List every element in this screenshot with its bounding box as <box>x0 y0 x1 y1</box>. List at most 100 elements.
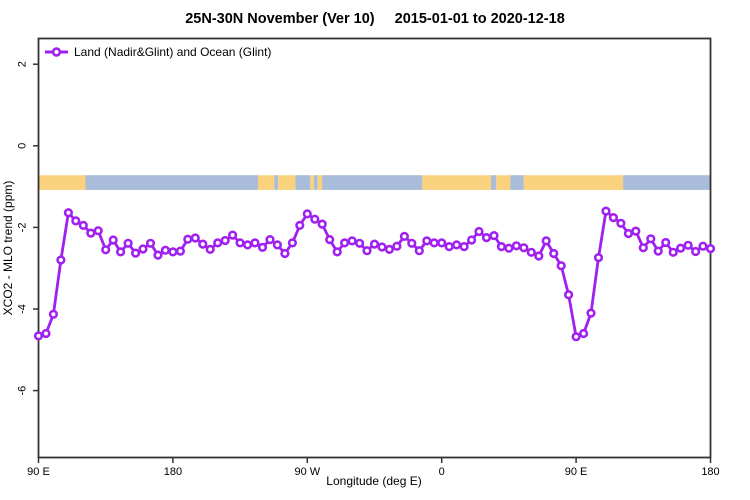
data-point-marker <box>392 241 402 251</box>
coastline-strip-land-segment <box>278 175 296 190</box>
data-point-marker <box>33 331 44 341</box>
x-tick-label: 180 <box>164 466 182 478</box>
data-point-marker <box>369 239 380 249</box>
data-point-marker <box>123 238 133 248</box>
data-point-marker <box>683 240 693 250</box>
data-point-marker <box>601 206 611 216</box>
data-point-marker <box>86 228 96 238</box>
data-point-marker <box>115 247 126 257</box>
plot-area: 90 E 180 90 W 0 90 E 180 2 0 -2 -4 -6 <box>17 37 720 478</box>
data-point-marker <box>295 220 305 230</box>
data-point-marker <box>198 239 208 249</box>
coastline-strip-ocean-segment <box>295 175 311 190</box>
coastline-strip-ocean-segment <box>510 175 524 190</box>
data-point-marker <box>228 230 238 240</box>
chart-title-dates: 2015-01-01 to 2020-12-18 <box>395 11 565 27</box>
data-point-marker <box>41 328 51 339</box>
data-point-marker <box>496 242 507 252</box>
coastline-strip-ocean-segment <box>623 175 711 190</box>
data-point-marker <box>519 243 529 253</box>
data-point-marker <box>668 247 678 257</box>
data-point-marker <box>534 251 544 261</box>
data-point-marker <box>56 255 66 265</box>
data-point-marker <box>563 290 574 300</box>
data-point-marker <box>623 228 634 239</box>
data-point-marker <box>160 245 170 255</box>
data-point-marker <box>578 328 589 339</box>
data-point-marker <box>302 209 312 219</box>
data-point-marker <box>138 244 148 254</box>
data-point-marker <box>481 233 492 243</box>
data-point-marker <box>631 226 641 236</box>
data-point-marker <box>489 231 499 241</box>
data-point-marker <box>317 219 327 229</box>
data-point-marker <box>467 235 477 245</box>
data-point-marker <box>422 236 432 246</box>
coastline-strip-land-segment <box>496 175 511 190</box>
data-point-marker <box>377 242 387 252</box>
data-point-marker <box>571 332 581 342</box>
x-tick-label: 90 W <box>294 466 320 478</box>
data-point-marker <box>243 240 253 250</box>
data-point-marker <box>220 235 230 246</box>
data-point-marker <box>78 220 88 230</box>
data-point-marker <box>616 218 626 228</box>
data-point-marker <box>235 238 245 248</box>
data-point-marker <box>272 240 283 250</box>
chart-title: 25N-30N November (Ver 10) 2015-01-01 to … <box>185 11 565 27</box>
data-point-marker <box>153 250 163 260</box>
data-point-marker <box>646 234 656 244</box>
data-point-marker <box>593 253 604 263</box>
data-point-marker <box>474 226 484 237</box>
data-point-marker <box>190 233 200 243</box>
data-point-marker <box>638 243 648 253</box>
y-tick-label: 2 <box>17 61 29 67</box>
data-point-marker <box>145 238 156 248</box>
data-point-marker <box>675 243 686 253</box>
y-axis-label: XCO2 - MLO trend (ppm) <box>1 181 15 316</box>
data-point-marker <box>63 208 73 218</box>
y-tick-label: -6 <box>17 386 29 396</box>
data-point-marker <box>452 240 462 250</box>
x-tick-label: 180 <box>701 466 719 478</box>
coastline-strip-land-segment <box>523 175 624 190</box>
data-point-marker <box>287 238 298 248</box>
coastline-strip-ocean-segment <box>85 175 258 190</box>
data-point-marker <box>444 242 454 252</box>
data-point-marker <box>355 238 365 248</box>
data-point-marker <box>504 243 514 253</box>
data-point-marker <box>526 247 536 257</box>
x-tick-label: 90 E <box>565 466 588 478</box>
data-point-marker <box>265 235 275 245</box>
legend: Land (Nadir&Glint) and Ocean (Glint) <box>45 45 271 59</box>
data-point-marker <box>168 247 178 257</box>
y-tick-label: -4 <box>17 304 29 314</box>
data-point-marker <box>690 246 701 257</box>
y-tick-label: 0 <box>17 143 29 149</box>
data-point-marker <box>556 261 566 271</box>
data-point-marker <box>459 242 469 252</box>
data-point-marker <box>347 236 357 246</box>
chart-title-main: 25N-30N November (Ver 10) <box>185 11 375 27</box>
data-point-marker <box>71 216 81 226</box>
data-point-marker <box>407 238 417 248</box>
data-point-marker <box>586 308 596 318</box>
data-point-marker <box>541 236 551 246</box>
data-point-marker <box>257 242 268 252</box>
data-point-marker <box>93 226 103 236</box>
legend-label: Land (Nadir&Glint) and Ocean (Glint) <box>74 45 271 59</box>
data-point-marker <box>183 234 193 244</box>
data-point-marker <box>310 214 320 224</box>
x-axis-label: Longitude (deg E) <box>326 474 421 488</box>
data-point-marker <box>429 238 439 248</box>
data-point-marker <box>362 246 372 256</box>
coastline-strip-land-segment <box>38 175 86 190</box>
data-point-marker <box>108 235 118 245</box>
data-point-marker <box>325 235 335 245</box>
data-point-marker <box>661 237 671 248</box>
data-point-marker <box>101 245 111 255</box>
data-point-marker <box>653 246 663 256</box>
data-series-line <box>37 209 712 339</box>
